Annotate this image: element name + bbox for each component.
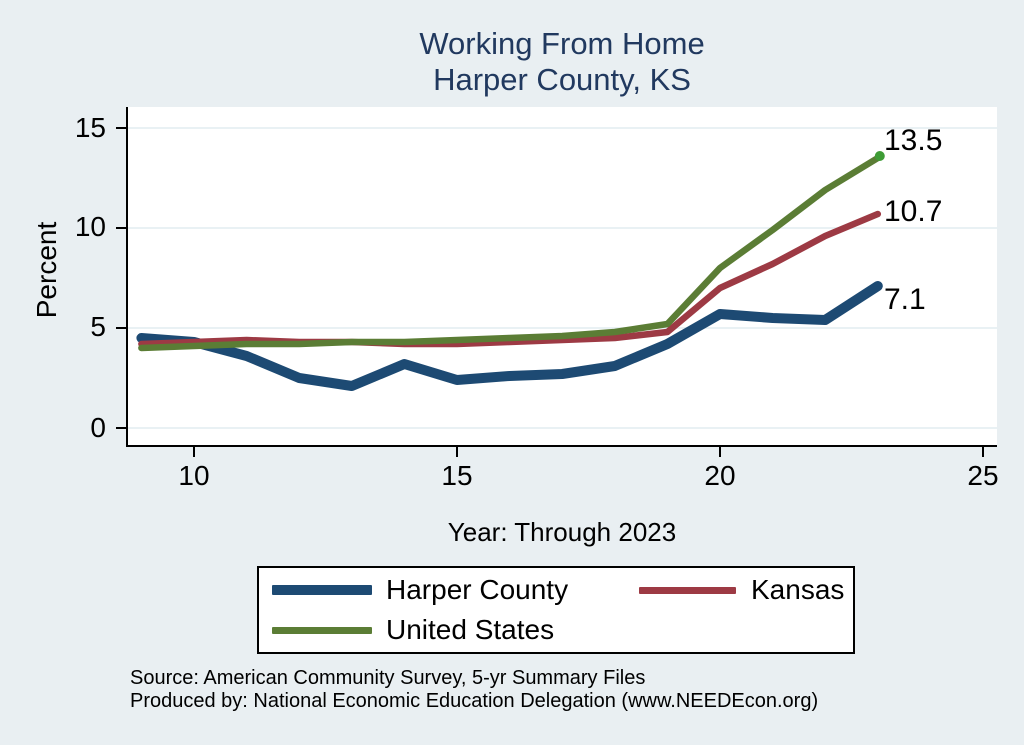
legend-label-kansas: Kansas bbox=[751, 574, 845, 605]
chart-title-line1: Working From Home bbox=[419, 26, 705, 61]
legend-swatch-united-states bbox=[272, 627, 372, 634]
legend: Harper County Kansas United States bbox=[257, 566, 855, 654]
legend-label-harper-county: Harper County bbox=[386, 574, 569, 605]
series-line-kansas bbox=[138, 210, 882, 348]
chart-title-line2: Harper County, KS bbox=[433, 62, 691, 97]
chart-title: Working From Home Harper County, KS bbox=[127, 26, 997, 98]
legend-label-united-states: United States bbox=[386, 614, 555, 645]
series-line-united-states bbox=[138, 154, 882, 352]
x-tick-label-15: 15 bbox=[441, 460, 473, 491]
end-value-label-kansas: 10.7 bbox=[884, 195, 943, 228]
plot-background bbox=[127, 107, 997, 446]
y-tick-label-15: 15 bbox=[74, 112, 106, 143]
series-line-harper-county bbox=[136, 281, 883, 391]
footer-notes: Source: American Community Survey, 5-yr … bbox=[130, 667, 990, 713]
end-value-label-united-states: 13.5 bbox=[884, 124, 943, 157]
x-tick-label-25: 25 bbox=[967, 460, 999, 491]
produced-by-note: Produced by: National Economic Education… bbox=[130, 690, 819, 712]
legend-swatch-kansas bbox=[639, 587, 736, 594]
y-tick-label-10: 10 bbox=[74, 211, 106, 242]
y-tick-label-5: 5 bbox=[90, 311, 106, 342]
x-tick-label-20: 20 bbox=[704, 460, 736, 491]
end-value-label-harper-county: 7.1 bbox=[884, 283, 926, 316]
source-note: Source: American Community Survey, 5-yr … bbox=[130, 667, 646, 689]
legend-swatch-harper-county bbox=[272, 585, 372, 595]
end-marker-dot-united-states bbox=[874, 151, 885, 161]
y-tick-label-0: 0 bbox=[90, 412, 106, 443]
x-tick-label-10: 10 bbox=[178, 460, 210, 491]
x-axis-title: Year: Through 2023 bbox=[447, 517, 677, 547]
